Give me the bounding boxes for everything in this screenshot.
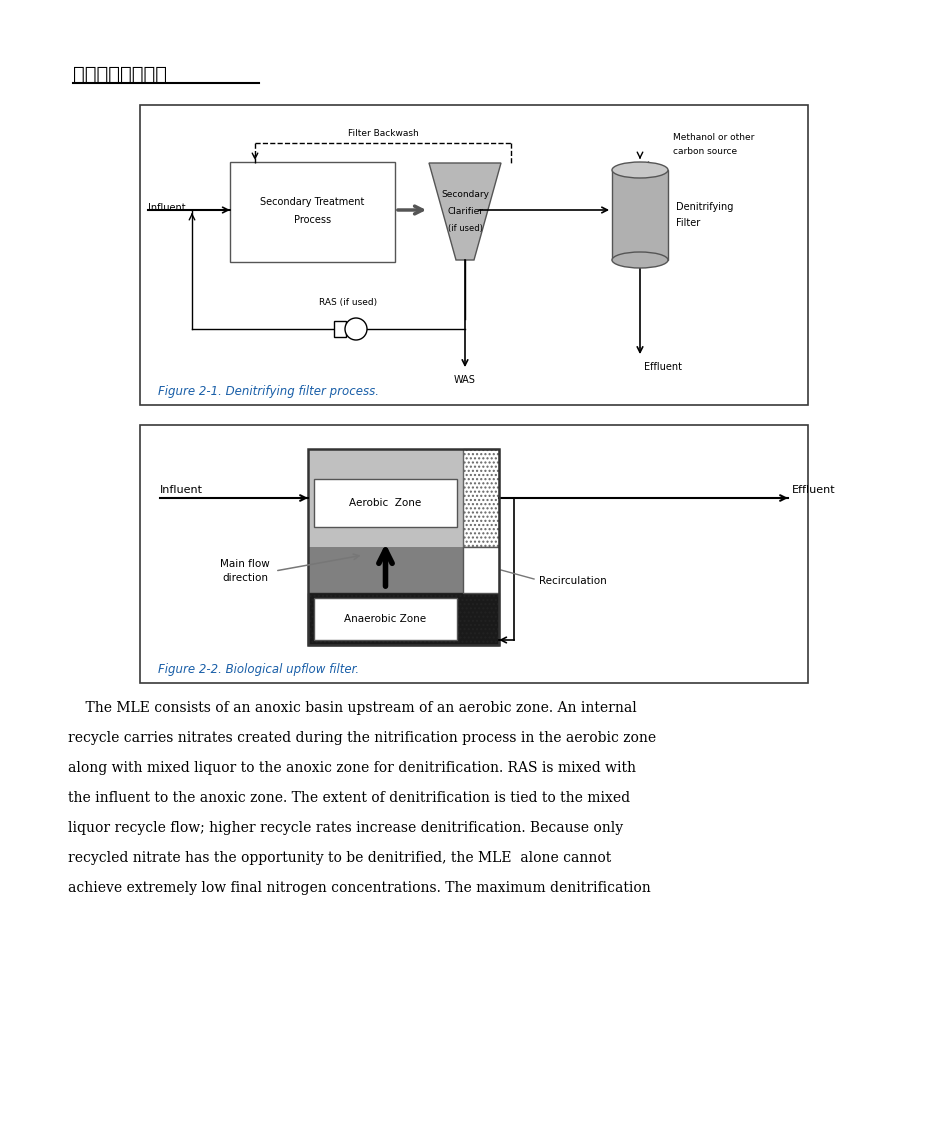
Text: Methanol or other: Methanol or other bbox=[672, 133, 753, 141]
Bar bbox=[308, 547, 463, 593]
Text: Filter Backwash: Filter Backwash bbox=[347, 129, 418, 138]
Bar bbox=[308, 449, 498, 645]
Text: recycled nitrate has the opportunity to be denitrified, the MLE  alone cannot: recycled nitrate has the opportunity to … bbox=[68, 851, 611, 865]
Text: achieve extremely low final nitrogen concentrations. The maximum denitrification: achieve extremely low final nitrogen con… bbox=[68, 882, 650, 895]
Text: Denitrifying: Denitrifying bbox=[675, 202, 733, 212]
Text: Secondary: Secondary bbox=[441, 190, 488, 199]
Ellipse shape bbox=[612, 162, 667, 179]
Text: Anaerobic Zone: Anaerobic Zone bbox=[344, 614, 426, 624]
Text: Main flow: Main flow bbox=[220, 559, 270, 569]
Bar bbox=[463, 449, 498, 547]
Bar bbox=[333, 321, 346, 337]
Bar bbox=[612, 170, 667, 261]
Text: RAS (if used): RAS (if used) bbox=[319, 298, 377, 307]
Text: Process: Process bbox=[294, 214, 330, 225]
Text: the influent to the anoxic zone. The extent of denitrification is tied to the mi: the influent to the anoxic zone. The ext… bbox=[68, 791, 630, 805]
Text: Figure 2-2. Biological upflow filter.: Figure 2-2. Biological upflow filter. bbox=[158, 663, 359, 676]
Text: recycle carries nitrates created during the nitrification process in the aerobic: recycle carries nitrates created during … bbox=[68, 731, 655, 745]
Text: carbon source: carbon source bbox=[672, 147, 736, 156]
Polygon shape bbox=[429, 163, 500, 261]
Text: Effluent: Effluent bbox=[791, 485, 834, 495]
Bar bbox=[140, 424, 807, 683]
Text: Figure 2-1. Denitrifying filter process.: Figure 2-1. Denitrifying filter process. bbox=[158, 384, 379, 398]
Text: along with mixed liquor to the anoxic zone for denitrification. RAS is mixed wit: along with mixed liquor to the anoxic zo… bbox=[68, 761, 635, 775]
Text: Influent: Influent bbox=[148, 203, 185, 213]
Text: Recirculation: Recirculation bbox=[538, 576, 606, 586]
Text: (if used): (if used) bbox=[447, 225, 482, 234]
Text: Influent: Influent bbox=[160, 485, 203, 495]
Bar bbox=[463, 547, 498, 593]
Text: 各种工艺流程框图: 各种工艺流程框图 bbox=[73, 65, 167, 84]
Circle shape bbox=[345, 318, 366, 340]
Text: Aerobic  Zone: Aerobic Zone bbox=[349, 497, 421, 508]
Text: liquor recycle flow; higher recycle rates increase denitrification. Because only: liquor recycle flow; higher recycle rate… bbox=[68, 821, 622, 836]
Bar bbox=[313, 480, 457, 527]
Text: The MLE consists of an anoxic basin upstream of an aerobic zone. An internal: The MLE consists of an anoxic basin upst… bbox=[68, 701, 636, 715]
Bar bbox=[140, 104, 807, 405]
Text: Clarifier: Clarifier bbox=[447, 207, 482, 216]
Text: direction: direction bbox=[222, 573, 268, 583]
Text: Secondary Treatment: Secondary Treatment bbox=[260, 197, 364, 207]
Text: Effluent: Effluent bbox=[643, 362, 682, 372]
Bar bbox=[313, 599, 457, 640]
Text: WAS: WAS bbox=[453, 375, 476, 385]
Bar bbox=[308, 593, 498, 645]
Text: Filter: Filter bbox=[675, 218, 700, 228]
Ellipse shape bbox=[612, 252, 667, 268]
Bar bbox=[308, 449, 463, 547]
Bar bbox=[229, 162, 395, 262]
